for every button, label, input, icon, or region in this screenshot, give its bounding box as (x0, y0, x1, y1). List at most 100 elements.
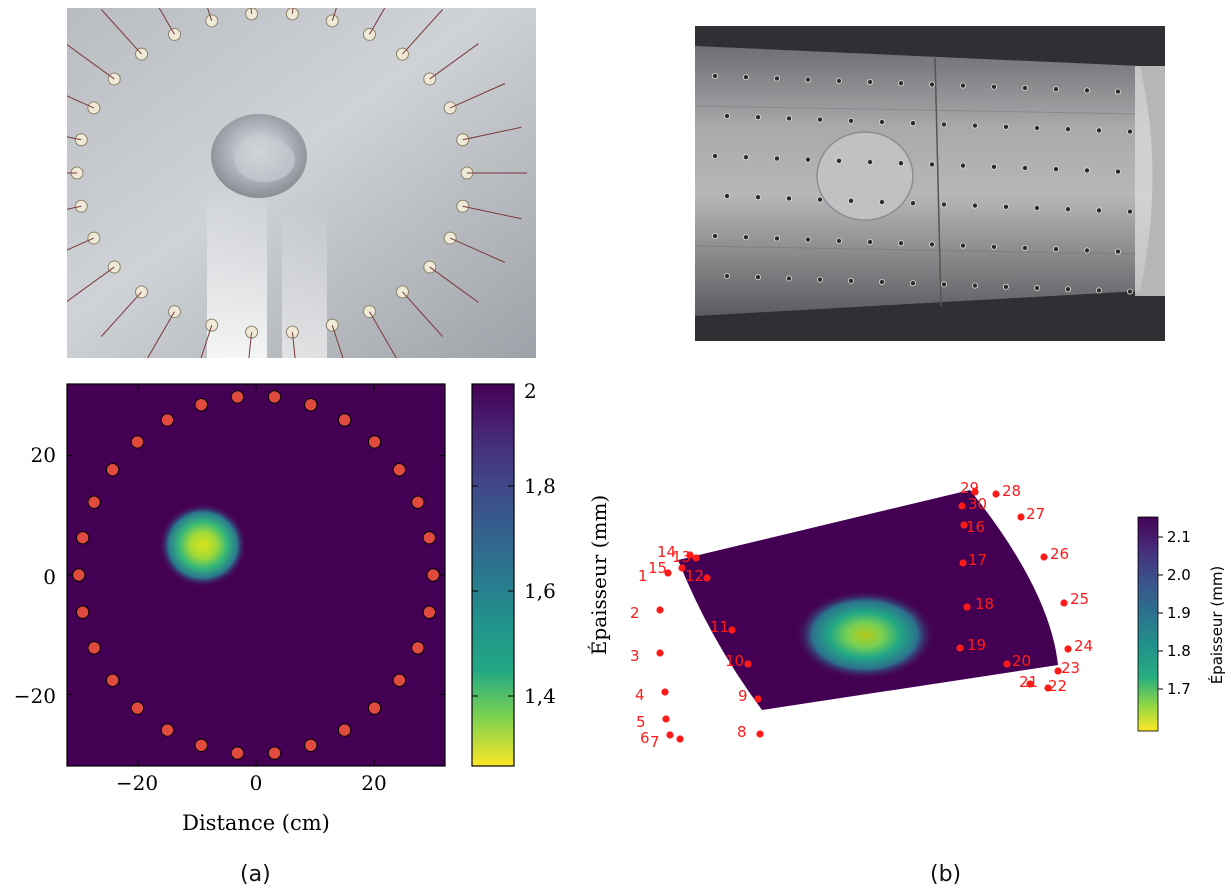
sensor-marker (161, 724, 173, 736)
sensor-marker (338, 724, 350, 736)
chart-a: −20 0 20 20 0 −20 Distance (cm) 2 1,8 1,… (0, 370, 620, 840)
sensor-marker (195, 739, 207, 751)
colorbar-tick-b: 2.0 (1167, 566, 1191, 584)
sensor-label: 11 (710, 618, 729, 636)
colorbar-b (1138, 517, 1158, 731)
sensor-marker (338, 414, 350, 426)
colorbar-tick-b: 2.1 (1167, 528, 1191, 546)
sensor-marker (686, 551, 693, 558)
sensor-marker (662, 715, 669, 722)
caption-b: (b) (930, 862, 961, 887)
sensor-label: 26 (1050, 545, 1069, 563)
sensor-marker (656, 649, 663, 656)
sensor-marker (1040, 553, 1047, 560)
sensor-marker (268, 391, 280, 403)
sensor-marker (754, 695, 761, 702)
sensor-marker (412, 642, 424, 654)
sensor-marker (756, 730, 763, 737)
colorbar-tick-a: 1,8 (524, 474, 556, 498)
sensor-marker (744, 660, 751, 667)
sensor-marker (656, 606, 663, 613)
colorbar-tick-b: 1.7 (1167, 680, 1191, 698)
sensor-label: 30 (968, 495, 987, 513)
sensor-marker (368, 436, 380, 448)
sensor-marker (161, 414, 173, 426)
sensor-label: 22 (1048, 677, 1067, 695)
colorbar-a (472, 384, 514, 766)
colorbar-label-b: Épaisseur (mm) (1207, 566, 1226, 685)
sensor-label: 20 (1012, 652, 1031, 670)
sensor-marker (393, 674, 405, 686)
sensor-marker (1017, 513, 1024, 520)
sensor-marker (106, 674, 118, 686)
sensor-marker (1064, 645, 1071, 652)
sensor-label: 19 (967, 636, 986, 654)
sensor-marker (666, 731, 673, 738)
sensor-label: 9 (738, 687, 748, 705)
sensor-label: 4 (635, 686, 645, 704)
x-tick-a: 20 (361, 771, 386, 795)
plate-photo (67, 8, 536, 358)
sensor-marker (73, 569, 85, 581)
sensor-marker (956, 644, 963, 651)
sensor-label: 3 (630, 647, 640, 665)
sensor-marker (195, 399, 207, 411)
sensor-marker (959, 559, 966, 566)
sensor-marker (305, 739, 317, 751)
sensor-marker (958, 502, 965, 509)
x-tick-a: 0 (250, 771, 263, 795)
colorbar-tick-a: 1,4 (524, 684, 556, 708)
sensor-label: 6 (640, 729, 650, 747)
sensor-label: 8 (737, 723, 747, 741)
sensor-label: 2 (630, 604, 640, 622)
sensor-marker (131, 436, 143, 448)
sensor-marker (412, 496, 424, 508)
sensor-label: 23 (1061, 659, 1080, 677)
sensor-label: 10 (725, 652, 744, 670)
sensor-marker (76, 532, 88, 544)
caption-a: (a) (240, 862, 271, 887)
sensor-marker (368, 702, 380, 714)
sensor-marker (963, 603, 970, 610)
sensor-label: 15 (648, 559, 667, 577)
sensor-label: 21 (1019, 673, 1038, 691)
sensor-marker (423, 532, 435, 544)
x-axis-label-a: Distance (cm) (182, 811, 330, 835)
sensor-label: 25 (1070, 590, 1089, 608)
y-tick-a: 0 (43, 565, 56, 589)
sensor-marker (1060, 599, 1067, 606)
cylinder-photo (695, 26, 1165, 341)
sensor-label: 1 (638, 567, 648, 585)
sensor-marker (423, 606, 435, 618)
sensor-marker (728, 626, 735, 633)
sensor-marker (231, 747, 243, 759)
sensor-label: 27 (1026, 505, 1045, 523)
colorbar-label-a: Épaisseur (mm) (587, 495, 611, 655)
sensor-label: 12 (685, 567, 704, 585)
sensor-marker (661, 688, 668, 695)
sensor-label: 17 (968, 551, 987, 569)
defect-a (159, 503, 247, 587)
sensor-label: 16 (966, 518, 985, 536)
sensor-marker (268, 747, 280, 759)
y-tick-a: −20 (14, 684, 56, 708)
sensor-label: 28 (1002, 482, 1021, 500)
sensor-marker (992, 490, 999, 497)
sensor-marker (231, 391, 243, 403)
y-tick-a: 20 (31, 443, 56, 467)
sensor-marker (305, 399, 317, 411)
sensor-marker (676, 735, 683, 742)
sensor-marker (76, 606, 88, 618)
sensor-marker (393, 464, 405, 476)
colorbar-tick-b: 1.9 (1167, 604, 1191, 622)
sensor-label: 24 (1074, 637, 1093, 655)
sensor-marker (678, 564, 685, 571)
sensor-marker (427, 569, 439, 581)
colorbar-tick-b: 1.8 (1167, 642, 1191, 660)
x-tick-a: −20 (116, 771, 158, 795)
defect-b (795, 590, 935, 680)
heatmap-a (67, 384, 445, 766)
sensor-label: 18 (975, 595, 994, 613)
sensor-marker (88, 496, 100, 508)
